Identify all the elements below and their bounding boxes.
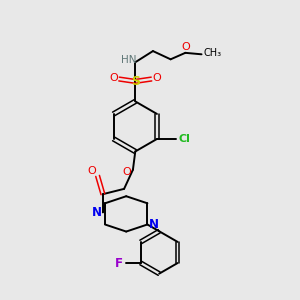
Text: O: O — [87, 166, 96, 176]
Text: HN: HN — [121, 56, 136, 65]
Text: N: N — [92, 206, 101, 219]
Text: S: S — [131, 75, 140, 88]
Text: Cl: Cl — [179, 134, 191, 144]
Text: F: F — [115, 256, 123, 270]
Text: O: O — [122, 167, 131, 177]
Text: CH₃: CH₃ — [204, 48, 222, 58]
Text: O: O — [152, 73, 161, 82]
Text: O: O — [181, 42, 190, 52]
Text: O: O — [110, 73, 118, 82]
Text: N: N — [149, 218, 159, 231]
